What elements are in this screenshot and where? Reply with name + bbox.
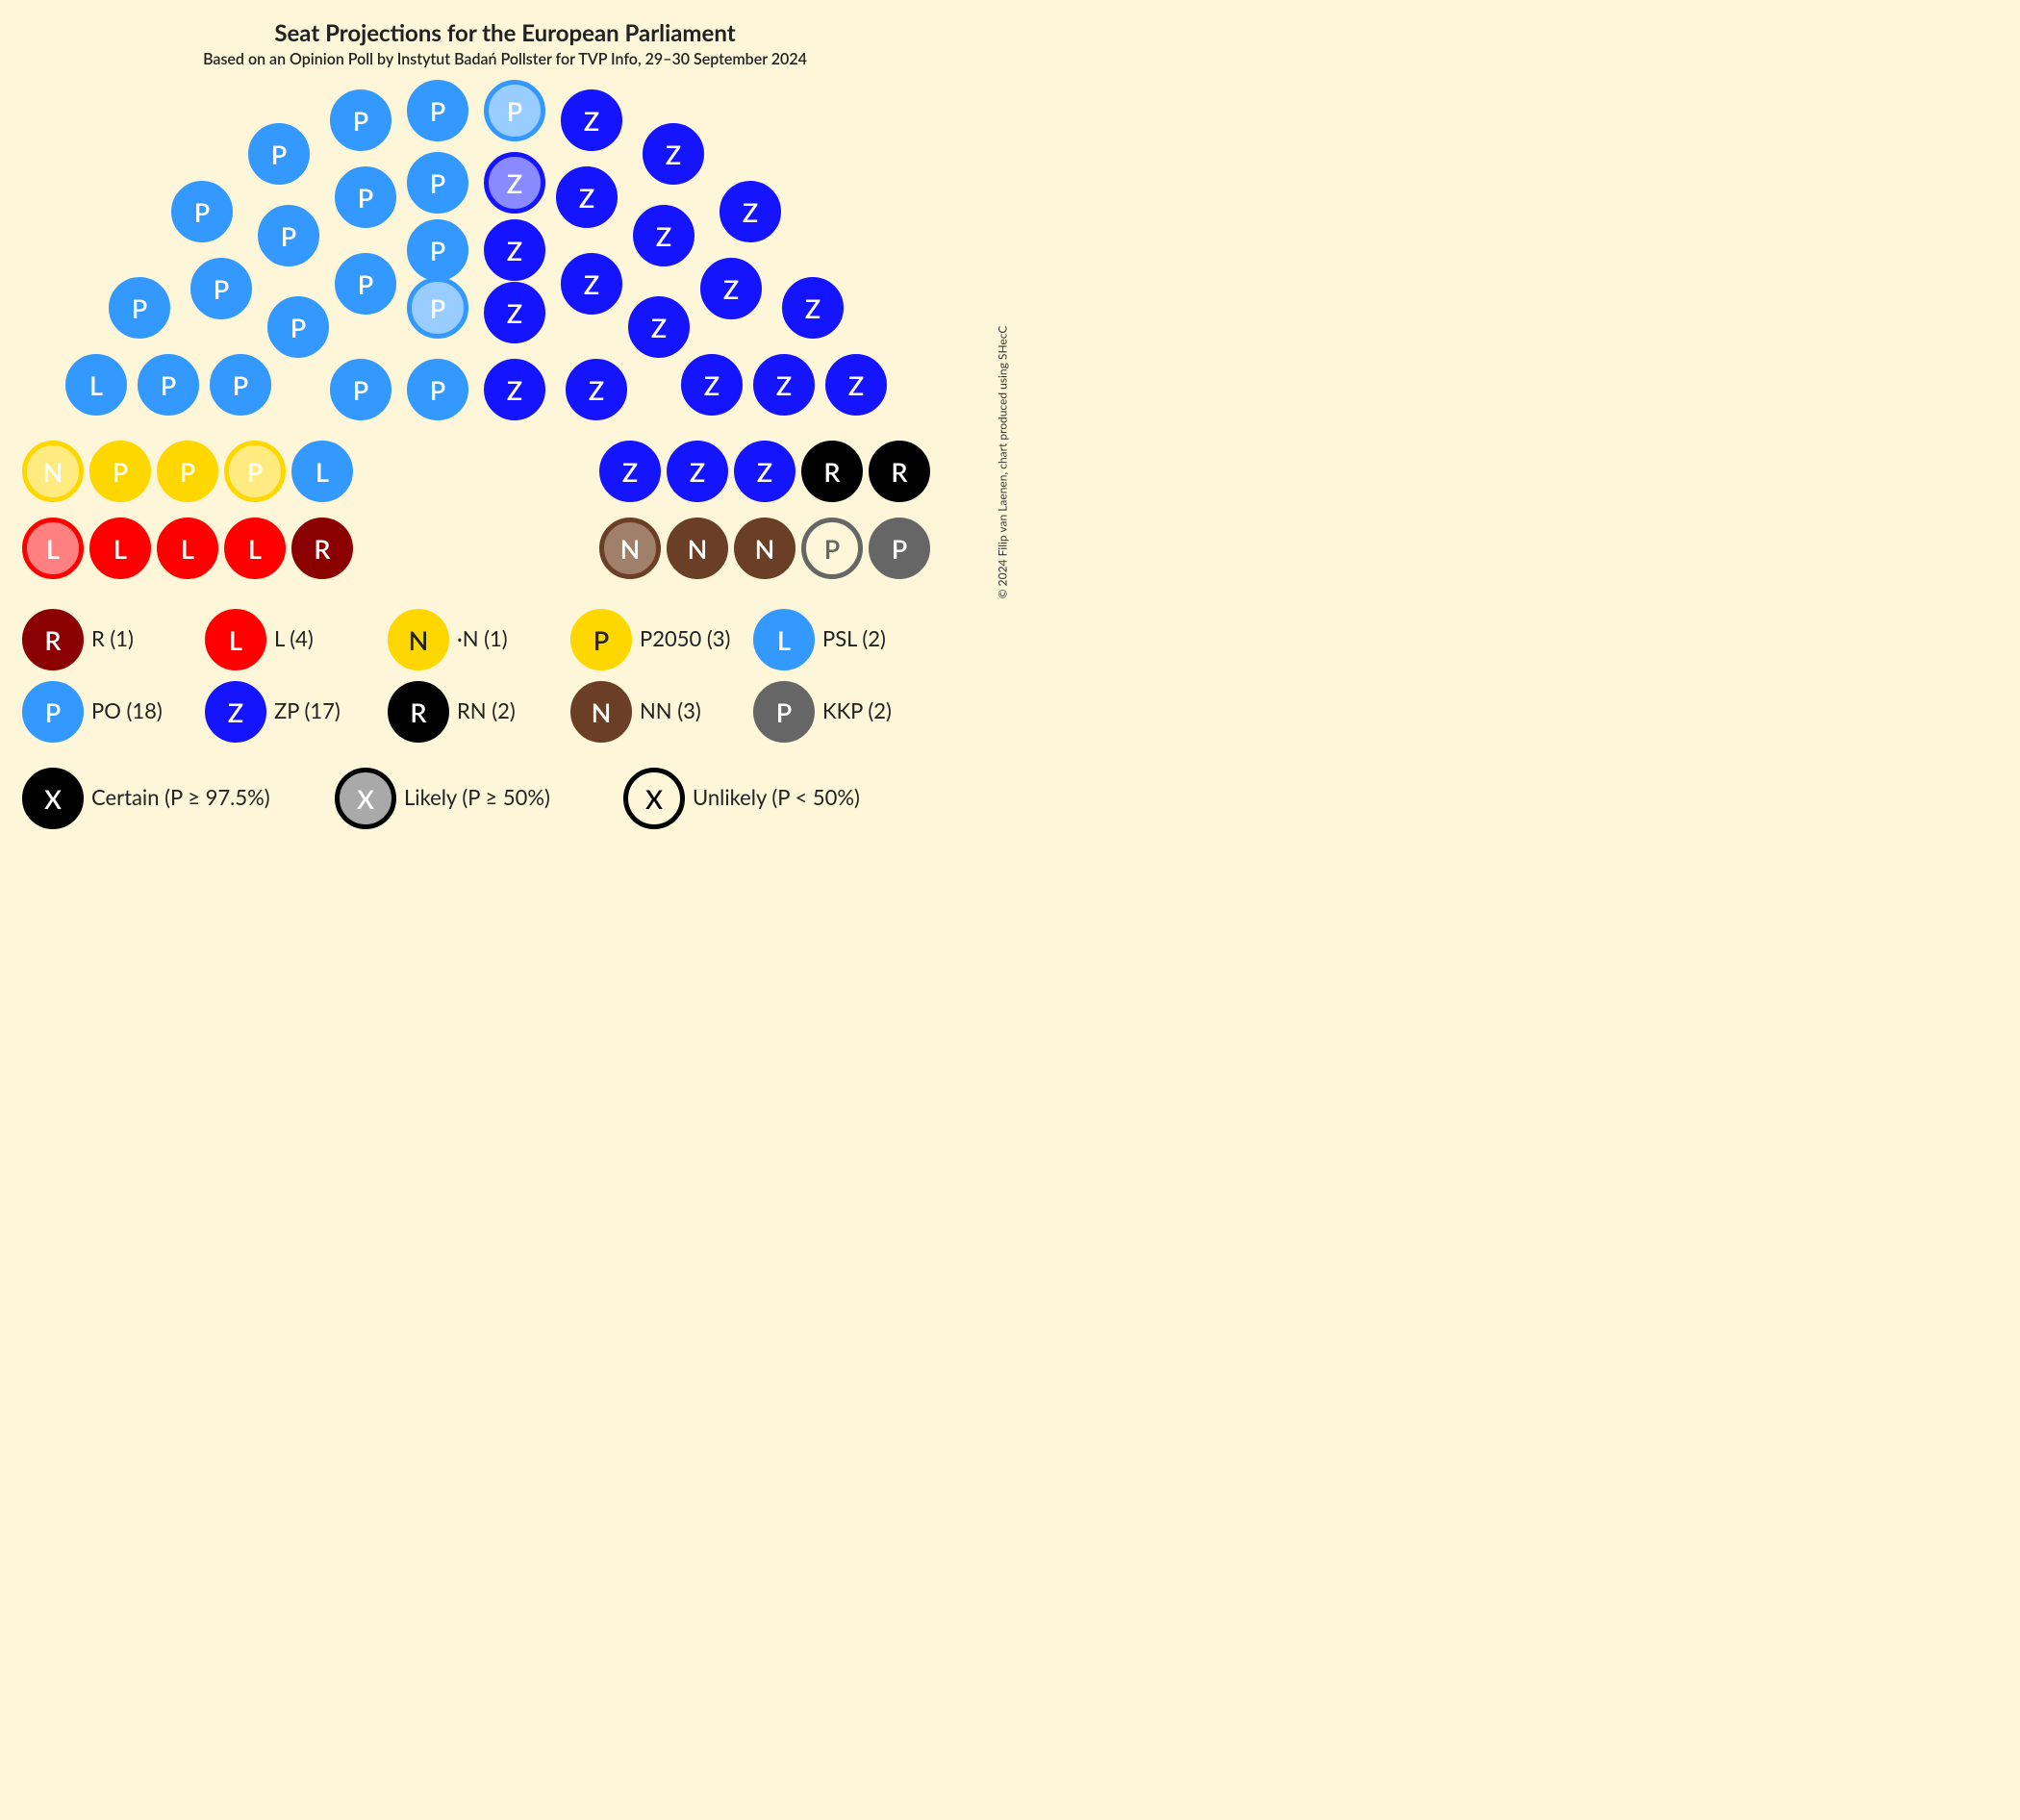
prob-legend-swatch: X [335,768,396,829]
seat-15: P [171,181,233,242]
seat-53: N [734,518,795,579]
legend-label: PO (18) [91,697,163,723]
seat-18: P [248,123,310,185]
seat-13: P [210,354,271,416]
seat-8: P [224,441,286,502]
seat-55: P [869,518,930,579]
seat-39: Z [628,296,690,358]
seat-52: N [667,518,728,579]
legend-label: P2050 (3) [640,625,730,651]
legend-swatch: N [570,681,632,743]
seat-30: Z [484,219,545,281]
legend-swatch: L [205,609,266,670]
seat-44: Z [753,354,815,416]
seat-32: Z [484,359,545,420]
legend-label: L (4) [274,625,314,651]
chart-subtitle: Based on an Opinion Poll by Instytut Bad… [0,50,1010,68]
seat-1: L [89,518,151,579]
seat-50: R [869,441,930,502]
seat-9: L [291,441,353,502]
seat-19: P [330,359,391,420]
seat-5: N [22,441,84,502]
seat-40: Z [720,181,781,242]
legend-swatch: P [570,609,632,670]
legend-label: ZP (17) [274,697,341,723]
seat-2: L [157,518,218,579]
prob-legend-label: Unlikely (P < 50%) [693,784,860,810]
seat-42: Z [681,354,743,416]
legend-swatch: Z [205,681,266,743]
legend-swatch: R [22,609,84,670]
legend-label: NN (3) [640,697,701,723]
seat-31: Z [484,282,545,343]
seat-21: P [335,166,396,228]
seat-17: P [258,205,319,266]
seat-0: L [22,518,84,579]
seat-34: Z [556,166,618,228]
seat-33: Z [561,89,622,151]
seat-26: P [407,152,468,214]
seat-36: Z [566,359,627,420]
legend-label: ·N (1) [457,625,508,651]
seat-29: Z [484,152,545,214]
seat-11: P [138,354,199,416]
seat-49: R [801,441,863,502]
chart-title: Seat Projections for the European Parlia… [0,19,1010,47]
legend-swatch: R [388,681,449,743]
prob-legend-swatch: X [623,768,685,829]
legend-swatch: N [388,609,449,670]
legend-swatch: P [753,681,815,743]
legend-label: R (1) [91,625,134,651]
seat-12: P [109,277,170,339]
seat-20: P [335,253,396,315]
seat-6: P [89,441,151,502]
attribution-text: © 2024 Filip van Laenen, chart produced … [996,326,1010,599]
prob-legend-label: Certain (P ≥ 97.5%) [91,784,270,810]
seat-16: P [267,296,329,358]
seat-25: P [407,219,468,281]
seat-4: R [291,518,353,579]
prob-legend-label: Likely (P ≥ 50%) [404,784,550,810]
seat-37: Z [643,123,704,185]
seat-3: L [224,518,286,579]
seat-23: P [407,359,468,420]
seat-41: Z [700,258,762,319]
seat-46: Z [599,441,661,502]
seat-47: Z [667,441,728,502]
seat-35: Z [561,253,622,315]
seat-43: Z [782,277,844,339]
seat-27: P [407,80,468,141]
seat-7: P [157,441,218,502]
prob-legend-swatch: X [22,768,84,829]
seat-10: L [65,354,127,416]
seat-51: N [599,518,661,579]
legend-label: PSL (2) [822,625,886,651]
seat-54: P [801,518,863,579]
seat-14: P [190,258,252,319]
legend-label: KKP (2) [822,697,892,723]
legend-label: RN (2) [457,697,516,723]
seat-38: Z [633,205,694,266]
seat-24: P [407,277,468,339]
legend-swatch: P [22,681,84,743]
seat-22: P [330,89,391,151]
legend-swatch: L [753,609,815,670]
seat-28: P [484,80,545,141]
seat-45: Z [825,354,887,416]
seat-48: Z [734,441,795,502]
